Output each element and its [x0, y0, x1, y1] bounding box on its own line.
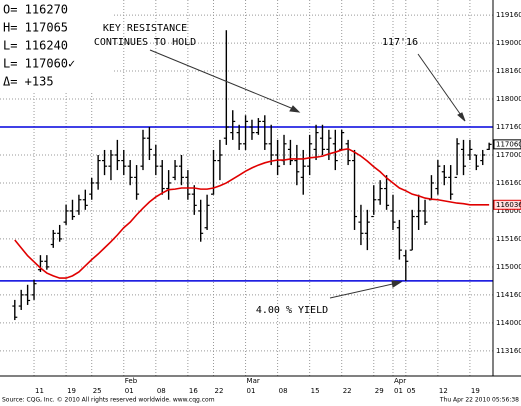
header-line: Δ= +135: [3, 75, 54, 89]
arrows: [149, 49, 466, 299]
month-label: Feb: [125, 377, 138, 385]
x-tick-label: 19: [67, 387, 76, 395]
y-tick-label: 119160: [496, 11, 521, 19]
marks: [0, 30, 493, 321]
annotation: KEY RESISTANCE: [103, 23, 187, 34]
x-tick-label: 01: [125, 387, 134, 395]
header-line: O= 116270: [3, 3, 68, 17]
x-tick-label: 25: [93, 387, 102, 395]
y-tick-label: 114000: [496, 319, 521, 327]
y-tick-label: 114160: [496, 291, 521, 299]
x-tick-label: 12: [439, 387, 448, 395]
y-tick-label: 118000: [496, 95, 521, 103]
annotation: CONTINUES TO HOLD: [94, 37, 196, 48]
x-tick-label: 05: [407, 387, 416, 395]
arrowhead: [391, 280, 403, 288]
y-tick-label: 119000: [496, 39, 521, 47]
header-line: L= 116240: [3, 39, 68, 53]
ma-last-box: [493, 199, 521, 210]
arrow: [149, 49, 297, 111]
y-tick-label: 115000: [496, 263, 521, 271]
x-tick-label: 11: [35, 387, 44, 395]
annotation: 4.00 % YIELD: [256, 305, 328, 316]
y-tick-label: 116000: [496, 207, 521, 215]
month-label: Mar: [247, 377, 260, 385]
arrow: [329, 282, 398, 299]
arrowhead: [457, 112, 466, 122]
header-line: L= 117060✓: [3, 57, 75, 71]
month-label: Apr: [394, 377, 406, 385]
annotation: 117'16: [382, 37, 418, 48]
arrowhead: [289, 105, 301, 113]
x-tick-label: 19: [471, 387, 480, 395]
last-price-label: 117060: [496, 140, 521, 148]
header-box: [0, 0, 112, 92]
header-line: H= 117065: [3, 21, 68, 35]
ma-last-label: 116036: [496, 201, 521, 209]
last-price-box: [493, 139, 521, 150]
y-tick-label: 115160: [496, 235, 521, 243]
x-tick-label: 01: [394, 387, 403, 395]
x-tick-label: 22: [343, 387, 352, 395]
y-tick-label: 117160: [496, 123, 521, 131]
x-tick-label: 16: [189, 387, 198, 395]
x-tick-label: 15: [311, 387, 320, 395]
x-tick-label: 22: [215, 387, 224, 395]
x-tick-label: 01: [247, 387, 256, 395]
x-tick-label: 08: [157, 387, 166, 395]
source: Source: CQG, Inc. © 2010 All rights rese…: [2, 397, 215, 404]
x-tick-label: 08: [279, 387, 288, 395]
y-tick-label: 113160: [496, 347, 521, 355]
y-tick-label: 118160: [496, 67, 521, 75]
timestamp: Thu Apr 22 2010 05:56:38: [439, 397, 519, 404]
arrow: [417, 53, 464, 119]
y-tick-label: 116160: [496, 179, 521, 187]
moving-average: [14, 147, 490, 279]
y-tick-label: 117000: [496, 151, 521, 159]
x-tick-label: 29: [375, 387, 384, 395]
